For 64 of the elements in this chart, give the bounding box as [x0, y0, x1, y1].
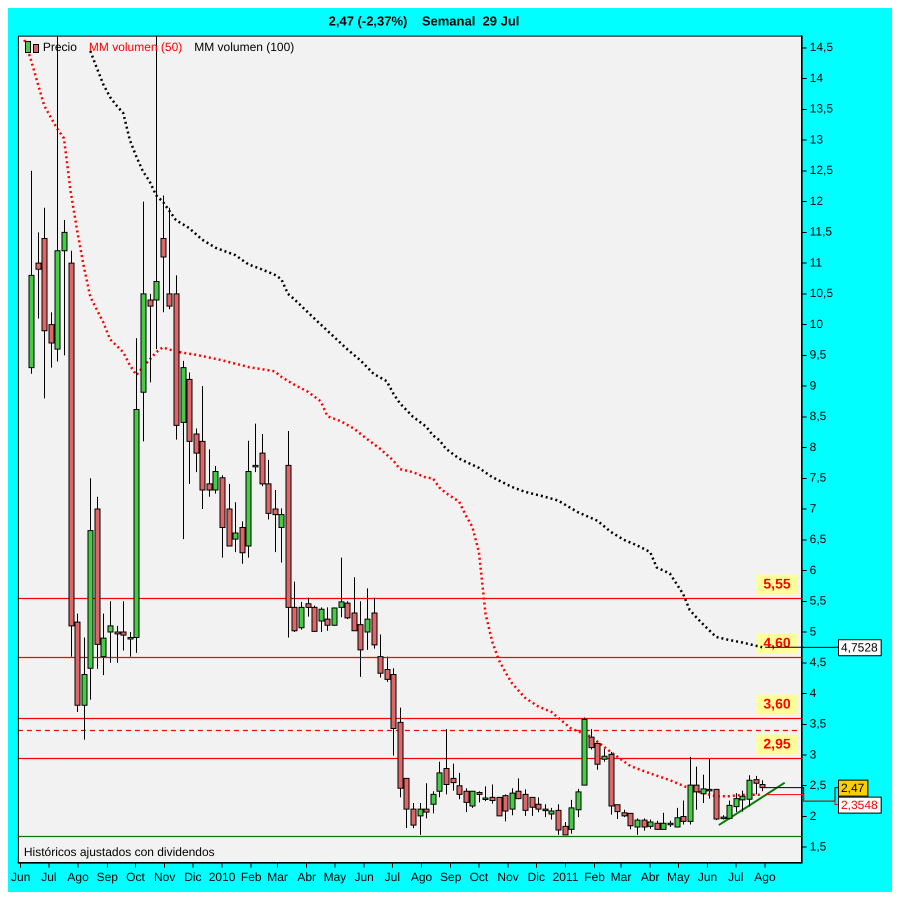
x-tick-label: Abr	[297, 870, 316, 884]
y-tick-label: 5	[810, 624, 817, 638]
text: MM volumen (100)	[194, 40, 294, 54]
y-tick-label: 5,5	[810, 594, 827, 608]
x-tick-label: Sep	[440, 870, 462, 884]
ref-line-label: 4,60	[763, 634, 791, 650]
x-tick-label: Ago	[67, 870, 90, 884]
x-tick-label: May	[324, 870, 346, 884]
y-tick-label: 11,5	[810, 224, 832, 239]
y-tick-label: 6	[810, 562, 817, 577]
x-tick-label: Dic	[184, 870, 202, 884]
chart-title: 2,47 (-2,37%) Semanal 29 Jul	[328, 13, 520, 28]
x-tick-label: Ago	[754, 870, 776, 884]
x-tick-label: Mar	[267, 870, 288, 884]
y-tick-label: 13,5	[810, 102, 834, 116]
x-tick-label: Jun	[354, 870, 374, 884]
y-tick-label: 12,5	[810, 163, 834, 178]
y-tick-label: 14,5	[810, 40, 834, 54]
y-tick-label: 2,5	[810, 778, 827, 792]
y-tick-label: 9	[810, 378, 817, 392]
x-tick-label: Abr	[640, 870, 660, 884]
y-tick-label: 1,5	[810, 840, 827, 854]
y-tick-label: 8,5	[810, 409, 827, 424]
y-tick-label: 4	[810, 686, 817, 700]
y-tick-label: 10,5	[810, 286, 834, 300]
x-tick-label: Feb	[584, 870, 606, 884]
y-tick-label: 7	[810, 501, 817, 516]
x-tick-label: Ago	[410, 870, 433, 884]
y-tick-label: 13	[810, 132, 824, 146]
x-tick-label: Sep	[96, 870, 118, 884]
y-tick-label: 8	[810, 440, 817, 454]
y-tick-label: 4,5	[810, 655, 827, 670]
x-tick-label: Jul	[728, 870, 744, 884]
ref-line-label: 2,95	[763, 735, 791, 752]
x-tick-label: 2011	[552, 870, 579, 884]
x-tick-label: May	[667, 870, 690, 884]
y-tick-label: 3,5	[810, 716, 827, 731]
annotation: 4,7528	[841, 640, 878, 655]
x-tick-label: 2010	[208, 870, 236, 884]
x-tick-label: Nov	[497, 870, 519, 884]
x-tick-label: Oct	[470, 870, 489, 884]
y-tick-label: 6,5	[810, 532, 827, 546]
x-tick-label: Jul	[41, 870, 57, 884]
x-tick-label: Dic	[528, 870, 545, 884]
y-tick-label: 7,5	[810, 470, 827, 485]
x-tick-label: Jun	[11, 870, 30, 884]
ref-line-label: 5,55	[763, 575, 791, 592]
y-tick-label: 9,5	[810, 348, 827, 362]
y-tick-label: 10	[810, 316, 824, 331]
annotation: 2,47	[841, 780, 865, 795]
ref-line-label: 3,60	[763, 695, 791, 712]
annotation: 2,3548	[841, 798, 878, 812]
y-tick-label: 11	[810, 255, 822, 270]
x-tick-label: Nov	[154, 870, 176, 884]
y-tick-label: 2	[810, 808, 817, 823]
y-tick-label: 3	[810, 747, 817, 762]
x-tick-label: Jul	[384, 870, 400, 884]
x-tick-label: Oct	[126, 870, 146, 884]
y-tick-label: 12	[810, 194, 824, 208]
x-tick-label: Mar	[610, 870, 632, 884]
y-tick-label: 14	[810, 70, 824, 85]
x-tick-label: Jun	[698, 870, 718, 884]
annotation: Históricos ajustados con dividendos	[24, 844, 215, 859]
x-tick-label: Feb	[240, 870, 262, 884]
